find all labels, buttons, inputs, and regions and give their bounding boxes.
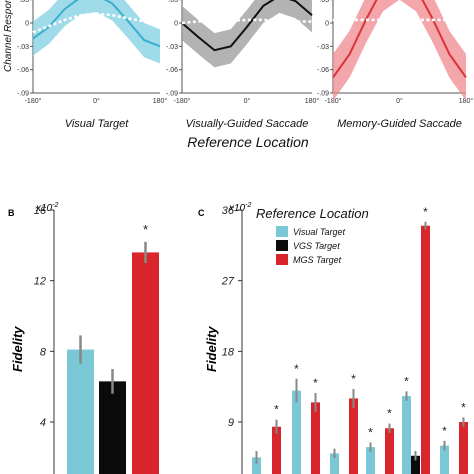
- panel-a-x-tick-label: 0°: [93, 97, 100, 105]
- panel-c-significance-star: *: [387, 407, 392, 421]
- panel-a-y-tick-label: -.09: [317, 91, 329, 98]
- panel-b-scale-note: x10-2: [35, 202, 58, 214]
- panel-a-x-tick-label: 0°: [396, 97, 403, 105]
- panel-a-y-tick-label: -.03: [317, 44, 329, 51]
- panel-b-y-tick-label: 8: [40, 346, 47, 358]
- panel-a-subplot-xlabel: Visual Target: [65, 118, 130, 130]
- panel-c-legend-label: MGS Target: [293, 255, 342, 265]
- panel-c-y-axis-label: Fidelity: [204, 326, 219, 372]
- panel-c-bar: [459, 422, 468, 474]
- panel-a-mean-curve: [332, 0, 467, 79]
- panel-a-y-tick-label: .03: [19, 0, 29, 4]
- panel-a-y-tick-label: -.06: [166, 67, 178, 74]
- panel-c-bar: [411, 455, 420, 474]
- panel-c-significance-star: *: [368, 425, 373, 439]
- panel-a-y-tick-label: -.06: [17, 67, 29, 74]
- panel-c-bar: [311, 402, 320, 474]
- panel-b-y-tick-label: 4: [40, 417, 46, 429]
- panel-a-error-band: [182, 0, 312, 68]
- panel-c-significance-star: *: [274, 403, 279, 417]
- panel-a-y-tick-label: 0: [25, 21, 29, 28]
- panel-c-significance-star: *: [294, 362, 299, 376]
- panel-a-y-tick-label: -.09: [166, 91, 178, 98]
- panel-a-x-tick-label: 0°: [244, 97, 251, 105]
- panel-b-y-tick-label: 16: [34, 205, 47, 217]
- panel-b-bar: [67, 349, 94, 474]
- panel-c-significance-star: *: [404, 374, 409, 388]
- panel-c-legend-swatch: [276, 254, 288, 265]
- panel-b-significance-star: *: [143, 222, 148, 237]
- panel-c-y-tick-label: 9: [228, 417, 234, 429]
- panel-c-legend-label: Visual Target: [293, 227, 346, 237]
- panel-c-bar: [292, 390, 301, 474]
- panel-a-y-tick-label: -.09: [17, 91, 29, 98]
- panel-c-y-tick-label: 36: [222, 205, 235, 217]
- panel-a-y-tick-label: .03: [168, 0, 178, 4]
- panel-c-legend-swatch: [276, 240, 288, 251]
- panel-c-bar: [402, 396, 411, 474]
- panel-b-y-axis-label: Fidelity: [10, 326, 25, 372]
- panel-a-y-tick-label: .03: [319, 0, 329, 4]
- panel-a-tuning-curves: .030-.03-.06-.09-180° 0° 180°Visual Target…: [3, 0, 473, 150]
- panel-c-significance-star: *: [313, 376, 318, 390]
- panel-a-x-tick-label: 180°: [305, 97, 320, 105]
- panel-c-bar: [252, 457, 261, 474]
- panel-a-y-tick-label: -.03: [166, 44, 178, 51]
- panel-a-shared-xlabel: Reference Location: [187, 134, 309, 150]
- panel-a-x-tick-label: 180°: [153, 97, 168, 105]
- panel-b-fidelity-bars: 16 12 8 4 *: [34, 205, 159, 474]
- panel-c-letter: C: [198, 208, 205, 218]
- panel-a-subplot-xlabel: Memory-Guided Saccade: [337, 118, 462, 130]
- panel-c-bar: [272, 426, 281, 474]
- panel-c-legend-title: Reference Location: [256, 206, 369, 221]
- panel-c-significance-star: *: [461, 400, 466, 414]
- panel-b-letter: B: [8, 208, 15, 218]
- panel-c-fidelity-bars: 36 27 18 9 * * * * * * * * * * Reference Location Visua…: [221, 205, 468, 474]
- panel-c-bar: [366, 447, 375, 474]
- panel-c-legend-swatch: [276, 226, 288, 237]
- panel-a-subplot-xlabel: Visually-Guided Saccade: [186, 118, 309, 130]
- panel-c-significance-star: *: [442, 424, 447, 438]
- panel-a-mean-curve: [32, 0, 161, 48]
- panel-c-y-tick-label: 27: [221, 276, 235, 288]
- panel-a-error-band: [33, 0, 160, 64]
- panel-c-bar: [385, 428, 394, 474]
- panel-c-bar: [421, 225, 430, 474]
- panel-a-x-tick-label: -180°: [325, 97, 342, 105]
- panel-c-bar: [330, 453, 339, 474]
- panel-a-y-axis-label: Channel Response: [3, 0, 14, 72]
- panel-c-legend-label: VGS Target: [293, 241, 340, 251]
- panel-a-y-tick-label: -.03: [17, 44, 29, 51]
- panel-a-x-tick-label: 180°: [459, 97, 474, 105]
- panel-c-scale-note: x10-2: [228, 202, 251, 214]
- panel-a-mean-curve: [181, 0, 313, 52]
- panel-c-significance-star: *: [351, 372, 356, 386]
- panel-a-x-tick-label: -180°: [174, 97, 191, 105]
- panel-c-y-tick-label: 18: [222, 346, 235, 358]
- panel-b-bar: [99, 381, 126, 474]
- panel-c-significance-star: *: [423, 205, 428, 219]
- panel-a-error-band: [333, 0, 466, 101]
- panel-a-y-tick-label: -.06: [317, 67, 329, 74]
- panel-b-bar: [132, 252, 159, 474]
- panel-b-y-tick-label: 12: [34, 276, 46, 288]
- panel-c-bar: [349, 398, 358, 474]
- panel-a-x-tick-label: -180°: [25, 97, 42, 105]
- panel-c-bar: [440, 445, 449, 474]
- panel-a-y-tick-label: 0: [174, 21, 178, 28]
- panel-a-baseline-curve: [32, 12, 161, 34]
- panel-a-y-tick-label: 0: [325, 21, 329, 28]
